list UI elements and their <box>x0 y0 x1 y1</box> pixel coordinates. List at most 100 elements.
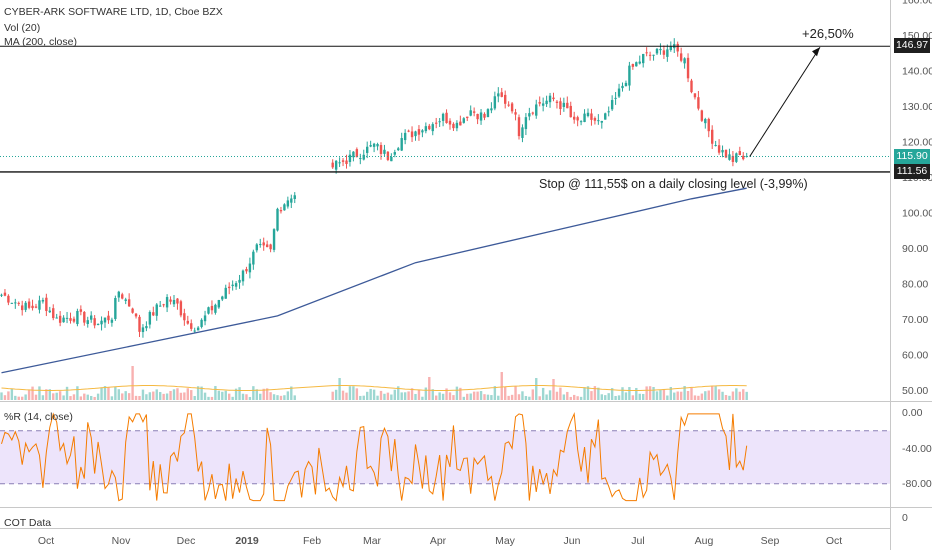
candle-body <box>148 311 152 325</box>
volume-bar <box>141 389 145 400</box>
volume-bar <box>586 386 590 400</box>
volume-bar <box>403 392 407 400</box>
candle-body <box>490 108 493 111</box>
candle-body <box>435 122 438 124</box>
volume-bar <box>31 386 34 400</box>
candle-body <box>93 318 96 326</box>
candle-body <box>331 162 334 168</box>
candle-body <box>103 317 107 323</box>
volume-bar <box>517 394 521 400</box>
volume-bar <box>541 387 545 400</box>
candle-body <box>417 129 421 135</box>
volume-bar <box>590 391 593 400</box>
volume-bar <box>562 394 566 400</box>
volume-bar <box>169 390 172 400</box>
candle-body <box>579 121 583 123</box>
volume-bar <box>362 395 365 400</box>
volume-bar <box>248 396 252 400</box>
volume-bar <box>383 393 386 400</box>
candle-body <box>693 93 697 98</box>
volume-bar <box>607 393 610 400</box>
candle-body <box>117 291 120 298</box>
volume-bar <box>424 387 428 400</box>
candle-body <box>552 97 555 100</box>
volume-bar <box>445 388 448 400</box>
volume-bar <box>576 396 579 400</box>
candle-body <box>745 155 748 157</box>
candle-body <box>62 317 65 323</box>
volume-bar <box>573 394 576 400</box>
volume-bar <box>579 396 583 400</box>
price-tick-label: 120.00 <box>902 137 932 149</box>
price-tick-label: 160.00 <box>902 0 932 7</box>
volume-bar <box>200 386 203 400</box>
volume-bar <box>711 386 714 400</box>
volume-bar <box>0 392 3 400</box>
volume-bar <box>645 386 648 400</box>
volume-bar <box>100 387 103 400</box>
candle-body <box>0 294 3 296</box>
volume-bar <box>476 391 479 400</box>
volume-bar <box>604 395 607 400</box>
volume-bar <box>117 389 120 400</box>
candle-body <box>466 116 469 119</box>
volume-bar <box>55 392 58 400</box>
time-tick-label: May <box>495 535 516 547</box>
volume-bar <box>207 396 210 400</box>
volume-bar <box>217 390 221 400</box>
volume-bar <box>224 390 227 400</box>
volume-bar <box>459 387 462 400</box>
price-tick-label: 70.00 <box>902 314 928 326</box>
candle-body <box>203 315 207 322</box>
volume-bar <box>193 396 196 400</box>
volume-bar <box>241 393 245 400</box>
candle-body <box>697 97 700 109</box>
volume-bar <box>635 387 638 400</box>
volume-bar <box>631 395 635 400</box>
candle-body <box>504 94 507 104</box>
volume-ma-line <box>1 385 747 391</box>
candle-body <box>704 119 707 124</box>
cot-data-label[interactable]: COT Data <box>4 517 52 529</box>
volume-bar <box>10 388 14 400</box>
volume-bar <box>548 390 552 400</box>
volume-bar <box>155 389 158 400</box>
candle-body <box>69 318 72 321</box>
volume-bar <box>90 395 93 400</box>
volume-bar <box>655 391 659 400</box>
price-tick-label: 80.00 <box>902 279 928 291</box>
ma-indicator-label[interactable]: MA (200, close) <box>4 36 77 48</box>
volume-bar <box>86 394 89 400</box>
candle-body <box>52 308 55 319</box>
volume-indicator-label[interactable]: Vol (20) <box>4 22 41 34</box>
symbol-title[interactable]: CYBER-ARK SOFTWARE LTD, 1D, Cboe BZX <box>4 6 223 18</box>
volume-bar <box>386 392 390 400</box>
candle-body <box>238 279 241 283</box>
volume-bar <box>707 390 710 400</box>
williams-r-label[interactable]: %R (14, close) <box>4 411 73 423</box>
volume-bar <box>642 393 645 400</box>
volume-bar <box>524 396 528 400</box>
volume-bar <box>531 389 534 400</box>
candle-body <box>379 145 383 154</box>
candle-body <box>517 117 521 137</box>
volume-bar <box>341 390 345 400</box>
volume-bar <box>724 394 728 400</box>
candle-body <box>262 242 265 246</box>
candle-body <box>607 111 610 113</box>
ma200-line <box>1 187 747 374</box>
candle-body <box>548 95 552 103</box>
time-tick-label: Nov <box>112 535 131 547</box>
candle-body <box>390 157 393 162</box>
volume-bar <box>190 390 193 400</box>
candle-body <box>86 320 89 324</box>
time-tick-label: Feb <box>303 535 321 547</box>
candle-body <box>728 154 731 160</box>
volume-bar <box>538 396 541 400</box>
volume-bar <box>662 388 666 400</box>
candle-body <box>617 88 621 97</box>
volume-bar <box>107 386 110 400</box>
volume-bar <box>334 389 338 400</box>
candle-body <box>152 312 155 316</box>
candle-body <box>90 315 93 320</box>
